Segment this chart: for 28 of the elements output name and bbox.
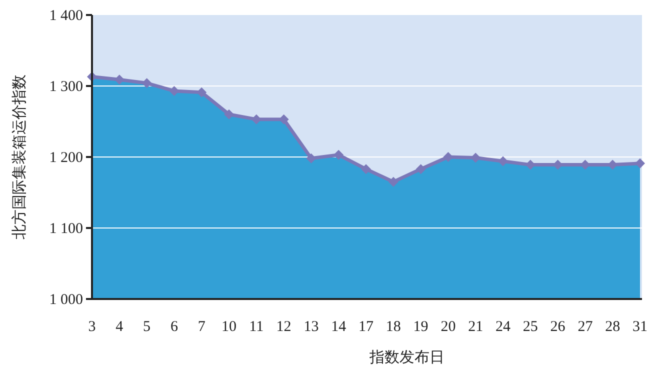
x-tick-label: 10	[222, 319, 236, 335]
x-tick-label: 13	[304, 319, 319, 335]
x-tick-label: 20	[440, 319, 456, 335]
x-tick-label: 27	[578, 319, 594, 335]
x-tick-label: 3	[88, 319, 96, 335]
x-tick-label: 11	[249, 319, 264, 335]
x-tick-label: 6	[170, 319, 178, 335]
y-tick-label: 1 100	[49, 221, 83, 237]
x-tick-label: 21	[468, 319, 484, 335]
y-tick-label: 1 300	[49, 79, 83, 95]
y-axis-title: 北方国际集装箱运价指数	[11, 74, 28, 240]
x-tick-label: 31	[632, 319, 648, 335]
x-tick-label: 18	[386, 319, 401, 335]
x-tick-label: 7	[198, 319, 206, 335]
x-tick-label: 25	[522, 319, 538, 335]
x-tick-label: 5	[143, 319, 151, 335]
x-tick-label: 14	[331, 319, 347, 335]
y-tick-label: 1 000	[49, 292, 83, 308]
x-axis-title: 指数发布日	[368, 349, 444, 366]
x-tick-label: 19	[413, 319, 428, 335]
y-tick-label: 1 400	[49, 8, 83, 24]
x-tick-label: 17	[358, 319, 374, 335]
y-tick-label: 1 200	[49, 150, 83, 166]
x-tick-label: 4	[116, 319, 124, 335]
x-tick-label: 24	[496, 319, 511, 335]
x-tick-label: 12	[276, 319, 292, 335]
x-tick-label: 26	[550, 319, 566, 335]
x-tick-label: 28	[605, 319, 620, 335]
